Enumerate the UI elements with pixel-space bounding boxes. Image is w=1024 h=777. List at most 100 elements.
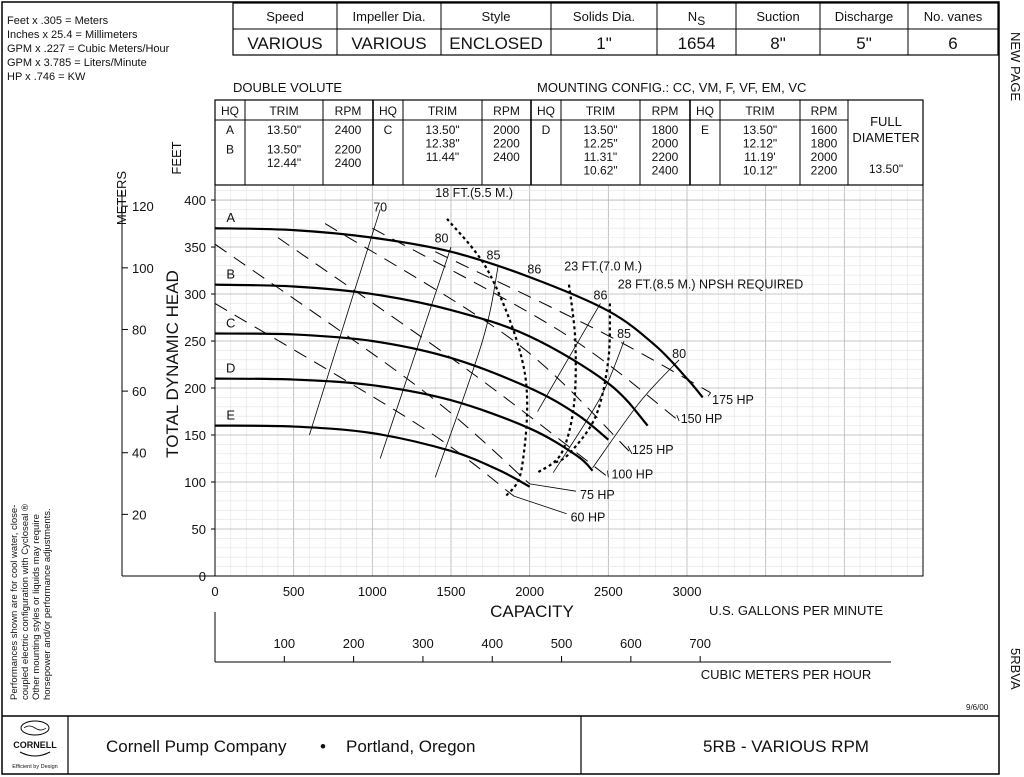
conversion-line: GPM x .227 = Cubic Meters/Hour bbox=[7, 43, 170, 55]
npsh-label: 28 FT.(8.5 M.) NPSH REQUIRED bbox=[618, 277, 803, 291]
rpm-value: 2000 bbox=[811, 150, 838, 164]
cmh-tick-label: 500 bbox=[551, 636, 573, 651]
spec-header: Impeller Dia. bbox=[353, 9, 426, 24]
rpm-value: 2200 bbox=[335, 143, 362, 157]
logo-mark-icon bbox=[20, 720, 50, 736]
head-curve-label: E bbox=[226, 408, 235, 423]
conversion-line: GPM x 3.785 = Liters/Minute bbox=[7, 57, 147, 69]
pump-performance-chart: 0501001502002503003504000500100015002000… bbox=[114, 141, 924, 682]
trim-value: 12.44" bbox=[267, 156, 301, 170]
efficiency-label: 70 bbox=[373, 200, 387, 214]
spec-value: 5" bbox=[856, 34, 872, 53]
y-tick-label: 150 bbox=[184, 428, 206, 443]
volute-type: DOUBLE VOLUTE bbox=[233, 80, 342, 95]
trim-hq: B bbox=[226, 143, 234, 157]
trim-value: 12.12" bbox=[743, 137, 777, 151]
spec-header: Speed bbox=[266, 9, 304, 24]
meters-tick-label: 120 bbox=[132, 199, 154, 214]
efficiency-line bbox=[552, 340, 625, 473]
efficiency-line bbox=[434, 265, 499, 478]
rpm-value: 2400 bbox=[652, 164, 679, 178]
spec-header: NS bbox=[688, 9, 705, 28]
logo-name: CORNELL bbox=[13, 740, 57, 750]
trim-hq: D bbox=[542, 123, 551, 137]
spec-value: 6 bbox=[948, 34, 957, 53]
trim-hq: E bbox=[701, 123, 709, 137]
npsh-label: 18 FT.(5.5 M.) bbox=[435, 186, 513, 200]
y-tick-label: 250 bbox=[184, 334, 206, 349]
hp-line bbox=[324, 223, 633, 455]
hp-label: 150 HP bbox=[681, 412, 723, 426]
efficiency-label: 85 bbox=[487, 248, 501, 262]
x-tick-label: 1500 bbox=[437, 584, 466, 599]
hp-label: 125 HP bbox=[632, 443, 674, 457]
npsh-line bbox=[536, 284, 577, 474]
hp-line bbox=[277, 237, 609, 478]
trim-col-header: HQ bbox=[537, 104, 555, 118]
hp-label: 175 HP bbox=[712, 393, 754, 407]
spec-header: Discharge bbox=[835, 9, 894, 24]
hp-label: 60 HP bbox=[571, 511, 606, 525]
full-diameter-value: 13.50" bbox=[869, 162, 903, 176]
x-tick-label: 1000 bbox=[358, 584, 387, 599]
trim-hq: C bbox=[384, 123, 393, 137]
y-tick-label: 50 bbox=[192, 522, 206, 537]
spec-header: No. vanes bbox=[924, 9, 983, 24]
cmh-tick-label: 200 bbox=[343, 636, 365, 651]
rpm-value: 1800 bbox=[652, 123, 679, 137]
spec-header: Style bbox=[482, 9, 511, 24]
cmh-tick-label: 300 bbox=[412, 636, 434, 651]
meters-tick-label: 40 bbox=[132, 446, 146, 461]
full-diameter-label: DIAMETER bbox=[852, 130, 919, 145]
logo-wave-icon bbox=[23, 725, 47, 731]
hp-label: 100 HP bbox=[611, 467, 653, 481]
y-tick-label: 300 bbox=[184, 287, 206, 302]
head-curve-label: D bbox=[226, 361, 235, 376]
rpm-value: 2400 bbox=[493, 150, 520, 164]
trim-col-header: HQ bbox=[696, 104, 714, 118]
trim-value: 11.44" bbox=[426, 150, 459, 164]
y-tick-label: 100 bbox=[184, 475, 206, 490]
hp-line bbox=[372, 227, 680, 422]
meters-axis-label: METERS bbox=[114, 171, 129, 226]
trim-col-header: RPM bbox=[493, 104, 520, 118]
y-tick-label: 200 bbox=[184, 381, 206, 396]
spec-header: Solids Dia. bbox=[573, 9, 635, 24]
logo-swoosh-icon bbox=[19, 751, 51, 757]
efficiency-label: 85 bbox=[617, 327, 631, 341]
hp-leader bbox=[513, 495, 567, 515]
footnote-line: Other mounting styles or liquids may req… bbox=[31, 514, 42, 700]
head-curve-b bbox=[214, 283, 649, 427]
conversion-line: HP x .746 = KW bbox=[7, 71, 86, 83]
meters-tick-label: 100 bbox=[132, 261, 154, 276]
meters-tick-label: 80 bbox=[132, 322, 146, 337]
trim-value: 13.50" bbox=[267, 123, 301, 137]
rpm-value: 2200 bbox=[493, 137, 520, 151]
full-diameter-label: FULL bbox=[870, 114, 902, 129]
sheet-border bbox=[1, 1, 1000, 775]
cornell-logo: CORNELL Efficient by Design bbox=[12, 720, 58, 770]
meters-tick-label: 60 bbox=[132, 384, 146, 399]
trim-col-header: RPM bbox=[811, 104, 838, 118]
plot-frame bbox=[214, 184, 924, 577]
cmh-tick-label: 700 bbox=[689, 636, 711, 651]
spec-value: ENCLOSED bbox=[449, 34, 543, 53]
trim-col-header: RPM bbox=[652, 104, 679, 118]
x-tick-label: 2000 bbox=[515, 584, 544, 599]
efficiency-label: 80 bbox=[435, 231, 449, 245]
conversion-line: Feet x .305 = Meters bbox=[7, 15, 109, 27]
trim-value: 13.50" bbox=[743, 123, 777, 137]
trim-col-header: RPM bbox=[335, 104, 362, 118]
model-code-label: 5RBVA bbox=[1008, 648, 1023, 690]
x-axis-unit: U.S. GALLONS PER MINUTE bbox=[709, 603, 883, 618]
rpm-value: 2200 bbox=[811, 164, 838, 178]
hp-line bbox=[214, 302, 515, 497]
rpm-value: 2400 bbox=[335, 156, 362, 170]
meters-tick-label: 20 bbox=[132, 507, 146, 522]
hp-leader bbox=[676, 414, 680, 422]
conversion-line: Inches x 25.4 = Millimeters bbox=[7, 29, 138, 41]
head-curve-a bbox=[214, 227, 704, 399]
new-page-label: NEW PAGE bbox=[1008, 32, 1023, 101]
efficiency-label: 86 bbox=[594, 289, 608, 303]
